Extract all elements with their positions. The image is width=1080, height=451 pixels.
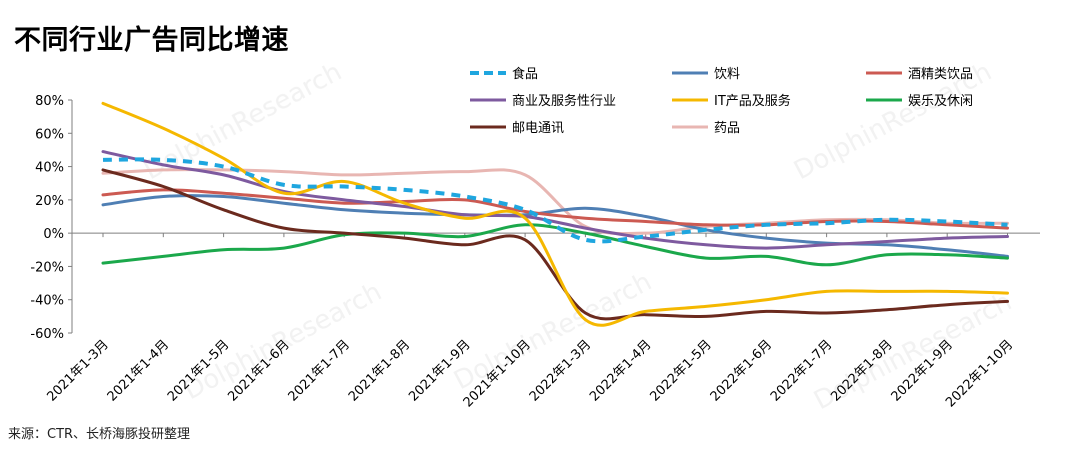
x-tick-label: 2021年1-8月 bbox=[346, 337, 413, 404]
legend-label-2: 饮料 bbox=[714, 67, 740, 82]
y-tick-label: 0% bbox=[43, 227, 64, 242]
y-axis: -60% -40% -20% 0% 20% 40% 60% 80% bbox=[30, 94, 72, 342]
y-tick-label: -20% bbox=[30, 260, 64, 275]
legend-label-5: IT产品及服务 bbox=[714, 93, 791, 109]
legend-label-7: 邮电通讯 bbox=[512, 121, 564, 136]
x-tick-label: 2022年1-6月 bbox=[708, 337, 775, 404]
series-line-3 bbox=[101, 188, 1009, 230]
series-line-2 bbox=[101, 194, 1009, 258]
axes bbox=[71, 100, 1040, 333]
legend-label-1: 食品 bbox=[512, 66, 538, 82]
x-tick-label: 2021年1-3月 bbox=[44, 337, 111, 404]
y-tick-label: 60% bbox=[35, 127, 64, 142]
series-line-4 bbox=[101, 150, 1009, 250]
y-tick-label: -40% bbox=[30, 294, 64, 309]
x-tick-label: 2022年1-4月 bbox=[587, 337, 654, 404]
series-line-6 bbox=[101, 223, 1009, 267]
series-line-8 bbox=[101, 168, 1009, 236]
chart-title: 不同行业广告同比增速 bbox=[14, 25, 289, 56]
y-tick-label: 20% bbox=[35, 194, 64, 209]
y-tick-label: 80% bbox=[35, 94, 64, 109]
legend-label-8: 药品 bbox=[714, 121, 740, 136]
legend-label-3: 酒精类饮品 bbox=[908, 67, 973, 82]
series-lines bbox=[101, 101, 1009, 327]
x-tick-label: 2022年1-5月 bbox=[647, 337, 714, 404]
legend-label-6: 娱乐及休闲 bbox=[908, 94, 973, 109]
y-tick-label: 40% bbox=[35, 161, 64, 176]
source-note: 来源：CTR、长桥海豚投研整理 bbox=[8, 427, 191, 442]
legend-label-4: 商业及服务性行业 bbox=[512, 93, 616, 109]
series-line-7 bbox=[101, 168, 1009, 321]
y-tick-label: -60% bbox=[30, 327, 64, 342]
x-tick-label: 2021年1-4月 bbox=[105, 337, 172, 404]
